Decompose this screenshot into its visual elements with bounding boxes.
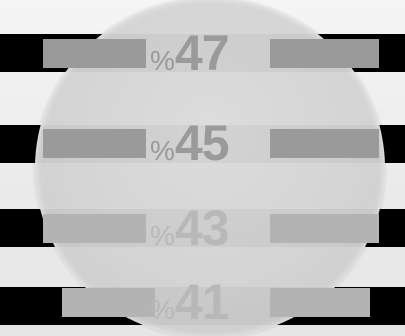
percent-sign: % [150, 45, 175, 76]
percentage-value: 41 [175, 274, 229, 330]
percentage-row: %47 [0, 25, 405, 81]
percentage-row: %41 [0, 274, 405, 330]
gray-bar-right [270, 214, 379, 243]
percentage-value: 43 [175, 200, 229, 256]
percentage-row: %43 [0, 200, 405, 256]
percentage-label: %47 [150, 25, 268, 81]
gray-bar-left [43, 129, 146, 158]
percent-sign: % [150, 135, 175, 166]
gray-bar-left [43, 39, 146, 68]
percentage-label: %45 [150, 115, 268, 171]
percentage-value: 47 [175, 25, 229, 81]
percent-sign: % [150, 294, 175, 325]
percentage-row: %45 [0, 115, 405, 171]
percentage-label: %43 [150, 200, 268, 256]
gray-bar-left [62, 288, 155, 317]
percent-sign: % [150, 220, 175, 251]
gray-bar-right [270, 288, 370, 317]
percentage-value: 45 [175, 115, 229, 171]
percentage-label: %41 [150, 274, 268, 330]
gray-bar-right [270, 39, 379, 68]
gray-bar-right [270, 129, 379, 158]
gray-bar-left [43, 214, 146, 243]
